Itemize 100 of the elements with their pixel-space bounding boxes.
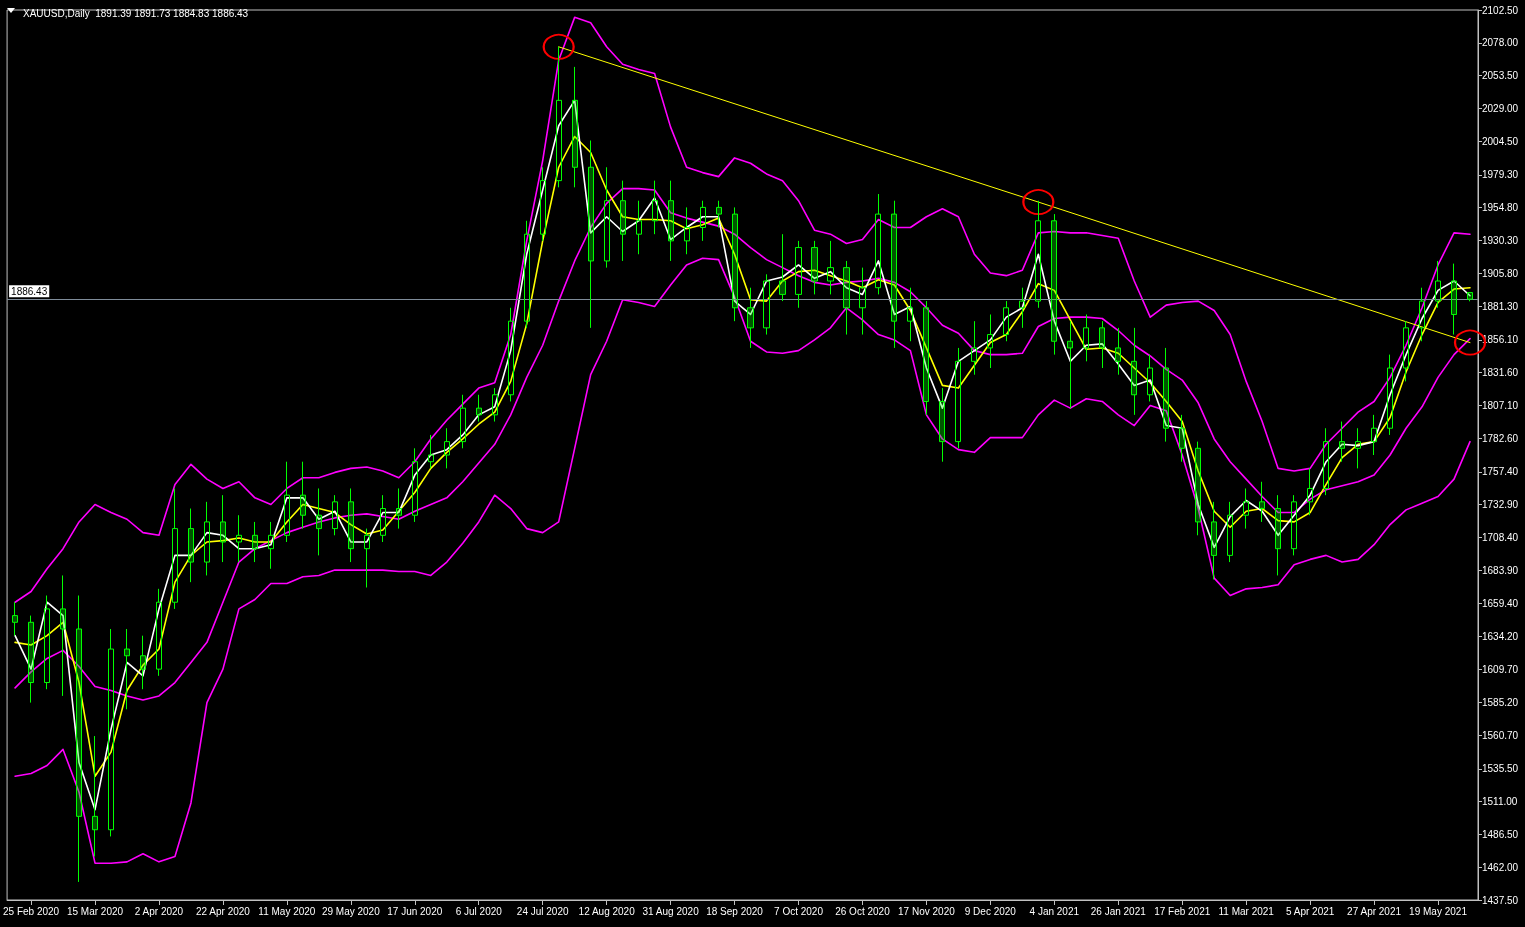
candlestick — [1227, 501, 1233, 563]
candlestick — [987, 313, 993, 369]
y-tick-label: 1881.30 — [1482, 300, 1519, 312]
y-tick-label: 1609.70 — [1482, 664, 1519, 676]
x-tick-label: 27 Apr 2021 — [1347, 905, 1402, 917]
candlestick — [1275, 494, 1281, 576]
x-tick-label: 4 Jan 2021 — [1029, 905, 1080, 917]
y-tick-label: 1782.60 — [1482, 432, 1519, 444]
candlestick — [763, 273, 770, 336]
candlestick — [1003, 300, 1009, 342]
candlestick — [1419, 287, 1425, 342]
y-tick-label: 1979.30 — [1482, 169, 1519, 181]
candlestick — [172, 487, 178, 610]
candlestick — [1067, 320, 1073, 409]
candlestick — [1051, 213, 1057, 356]
candlestick — [380, 494, 386, 543]
x-tick-label: 2 Apr 2020 — [134, 905, 184, 917]
candlestick — [1435, 260, 1441, 309]
y-tick-label: 1757.40 — [1482, 466, 1519, 478]
candlestick — [412, 447, 418, 523]
candlestick — [156, 588, 162, 677]
x-tick-label: 25 Feb 2020 — [2, 905, 60, 917]
candlestick — [1371, 414, 1377, 456]
candlestick — [1195, 441, 1201, 536]
candlestick — [92, 735, 98, 857]
y-tick-label: 2004.50 — [1482, 135, 1519, 147]
y-tick-label: 1708.40 — [1482, 531, 1519, 543]
candlestick — [668, 180, 674, 262]
candlestick — [1019, 287, 1025, 329]
candlestick — [188, 508, 194, 583]
candlestick — [1147, 354, 1153, 402]
candlestick — [204, 501, 210, 576]
candlestick — [1451, 263, 1457, 336]
candlestick — [907, 287, 913, 342]
candlestick — [1339, 421, 1345, 463]
candlestick — [556, 46, 562, 188]
candlestick — [140, 635, 146, 690]
candlestick — [684, 206, 690, 255]
candlestick — [332, 494, 338, 536]
candlestick — [1387, 354, 1393, 436]
y-tick-label: 1486.50 — [1482, 828, 1519, 840]
candlestick — [1179, 414, 1185, 463]
candlestick — [971, 320, 977, 376]
candlestick — [12, 601, 18, 637]
candlestick — [1035, 200, 1041, 309]
candlestick — [476, 394, 482, 423]
y-tick-label: 2078.00 — [1482, 37, 1519, 49]
x-tick-label: 17 Jun 2020 — [387, 905, 443, 917]
candlestick — [636, 200, 642, 255]
candlestick — [859, 267, 866, 336]
y-tick-label: 1905.80 — [1482, 267, 1519, 279]
candlestick — [779, 233, 786, 302]
y-tick-label: 1807.10 — [1482, 399, 1519, 411]
candlestick — [540, 166, 546, 242]
candlestick — [795, 240, 802, 309]
x-tick-label: 9 Dec 2020 — [964, 905, 1017, 917]
x-tick-label: 11 May 2020 — [258, 905, 316, 917]
candlestick — [955, 347, 961, 449]
candlestick — [1355, 427, 1361, 469]
candlestick — [652, 180, 658, 235]
y-tick-label: 1437.50 — [1482, 894, 1519, 906]
candlestick — [268, 521, 274, 570]
candlestick — [1403, 320, 1409, 382]
candlestick — [428, 434, 434, 469]
x-tick-label: 6 Jul 2020 — [455, 905, 503, 917]
candlestick — [811, 240, 818, 295]
candlestick — [508, 307, 514, 402]
candlestick — [124, 628, 130, 710]
candlestick — [1307, 467, 1313, 516]
candlestick — [76, 595, 82, 883]
candlestick — [875, 193, 881, 295]
y-tick-label: 1659.40 — [1482, 597, 1519, 609]
x-tick-label: 19 May 2021 — [1409, 905, 1468, 917]
x-tick-label: 29 May 2020 — [321, 905, 381, 917]
x-tick-label: 22 Apr 2020 — [195, 905, 251, 917]
x-tick-label: 24 Jul 2020 — [516, 905, 569, 917]
x-tick-label: 15 Mar 2020 — [66, 905, 124, 917]
candlestick — [348, 487, 354, 563]
y-tick-label: 1462.00 — [1482, 861, 1519, 873]
candlestick — [1099, 320, 1105, 369]
x-tick-label: 11 Mar 2021 — [1218, 905, 1275, 917]
y-tick-label: 2053.50 — [1482, 70, 1519, 82]
y-tick-label: 1683.90 — [1482, 564, 1519, 576]
x-tick-label: 12 Aug 2020 — [578, 905, 636, 917]
candlestick — [524, 220, 530, 329]
candlestick — [1323, 427, 1329, 496]
candlestick — [732, 206, 738, 322]
candlestick — [396, 487, 402, 530]
candlestick — [716, 200, 722, 228]
y-tick-label: 1930.30 — [1482, 234, 1519, 246]
x-tick-label: 31 Aug 2020 — [642, 905, 700, 917]
x-tick-label: 7 Oct 2020 — [774, 905, 824, 917]
candlestick — [492, 387, 498, 423]
candlestick — [236, 514, 242, 563]
candlestick — [1259, 481, 1265, 523]
candlestick — [316, 487, 322, 556]
candlestick — [1467, 291, 1473, 302]
y-tick-label: 1511.00 — [1482, 796, 1518, 808]
candlestick — [891, 200, 897, 349]
candlestick — [60, 574, 66, 697]
